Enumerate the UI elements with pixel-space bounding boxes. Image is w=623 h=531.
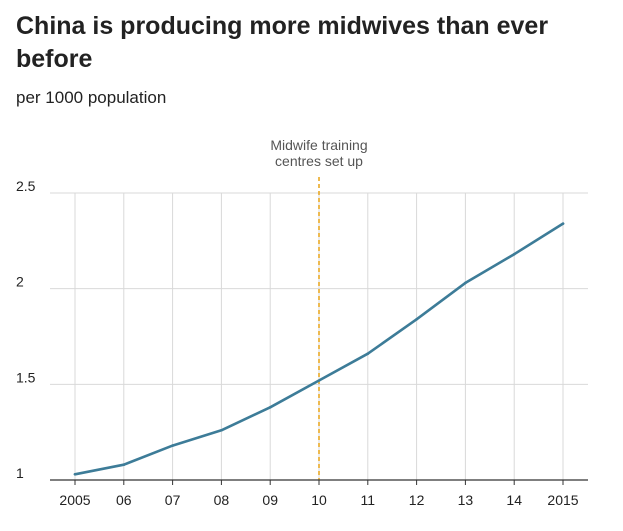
x-tick-label: 13 <box>458 492 474 508</box>
x-tick-label: 08 <box>214 492 230 508</box>
chart-subtitle: per 1000 population <box>16 88 167 107</box>
y-tick-label: 1.5 <box>16 369 36 385</box>
x-tick-label: 06 <box>116 492 132 508</box>
y-tick-label: 2.5 <box>16 178 36 194</box>
x-tick-label: 07 <box>165 492 181 508</box>
annotation-label: centres set up <box>275 153 363 169</box>
x-tick-label: 10 <box>311 492 327 508</box>
x-tick-label: 09 <box>262 492 278 508</box>
data-point <box>220 428 223 432</box>
data-point <box>464 281 467 285</box>
x-tick-label: 2005 <box>59 492 90 508</box>
data-point <box>268 405 272 409</box>
data-point <box>73 472 77 476</box>
data-point <box>317 379 321 382</box>
annotation-label: Midwife training <box>270 137 367 153</box>
y-tick-label: 2 <box>16 274 24 290</box>
data-point <box>122 463 126 466</box>
x-tick-label: 14 <box>506 492 522 508</box>
y-tick-label: 1 <box>16 465 24 481</box>
axis-layer: 1 1.5 2 2.5 2005 06 07 08 09 10 11 12 13 14 2015 <box>16 178 588 508</box>
data-point <box>561 222 565 225</box>
chart-title: China is producing more midwives than ev… <box>16 12 549 73</box>
data-point <box>512 252 516 256</box>
x-tick-label: 11 <box>361 492 376 508</box>
x-tick-label: 12 <box>409 492 425 508</box>
data-point <box>171 444 174 447</box>
data-point <box>415 317 418 321</box>
series-layer <box>73 222 565 476</box>
x-tick-label: 2015 <box>547 492 578 508</box>
data-point <box>366 352 370 356</box>
